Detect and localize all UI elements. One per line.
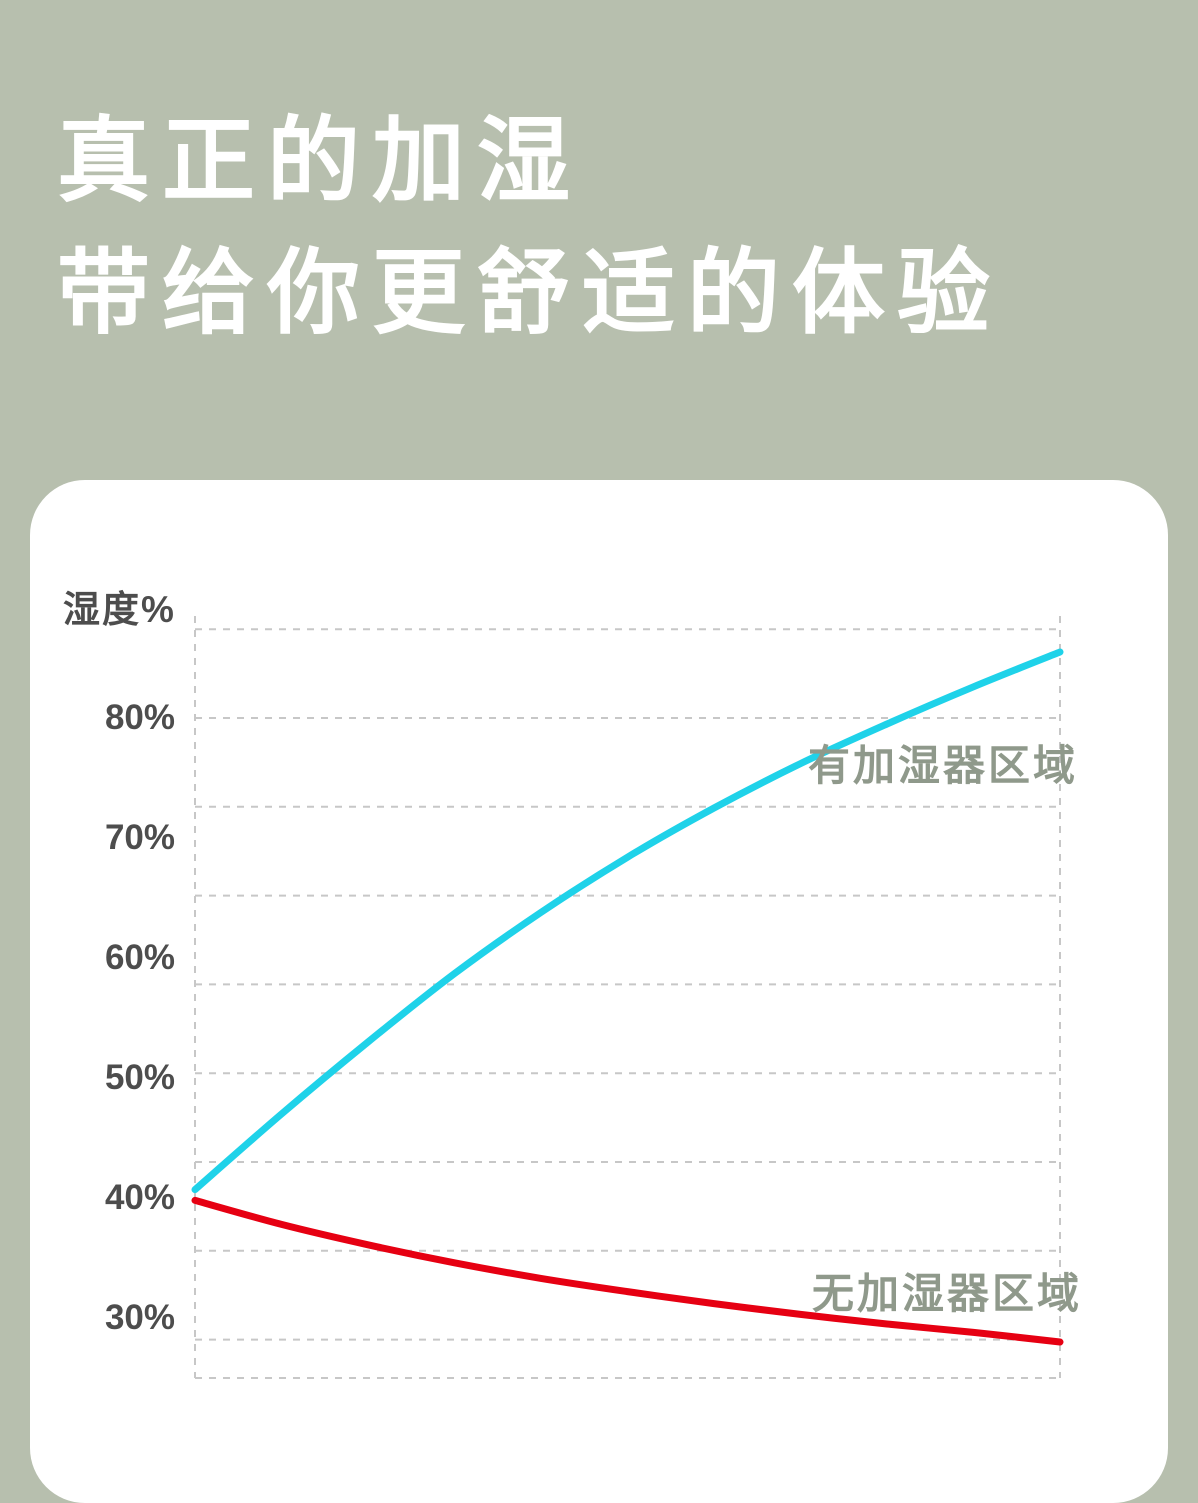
humidity-chart: 湿度% 80% 70% 60% 50% 40% 30% 有加湿器区域 无加湿器区域	[30, 480, 1168, 1503]
chart-card: 湿度% 80% 70% 60% 50% 40% 30% 有加湿器区域 无加湿器区域	[30, 480, 1168, 1503]
chart-canvas	[191, 616, 1064, 1379]
page-title: 真正的加湿 带给你更舒适的体验	[57, 95, 1002, 359]
series-label-without-humidifier: 无加湿器区域	[812, 1270, 1083, 1317]
y-axis-title: 湿度%	[63, 589, 176, 630]
with-humidifier-line	[191, 648, 1064, 1194]
without-humidifier-line	[191, 1196, 1064, 1346]
y-tick-label: 60%	[104, 938, 175, 977]
y-tick-label: 70%	[104, 818, 175, 857]
y-tick-label: 30%	[104, 1298, 175, 1337]
y-tick-label: 40%	[104, 1178, 175, 1217]
title-line-2: 带给你更舒适的体验	[57, 241, 1002, 345]
series-label-with-humidifier: 有加湿器区域	[808, 742, 1079, 789]
y-tick-label: 50%	[104, 1058, 175, 1097]
y-tick-label: 80%	[104, 698, 175, 737]
title-line-1: 真正的加湿	[57, 109, 582, 213]
